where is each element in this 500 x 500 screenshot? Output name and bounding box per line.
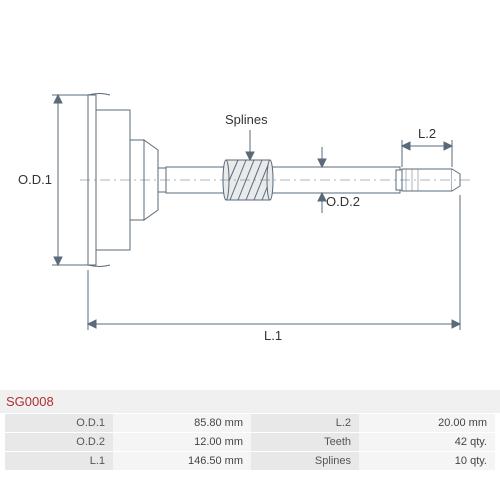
spec-value-l2: 20.00 mm bbox=[359, 413, 495, 432]
spec-grid: O.D.1 85.80 mm L.2 20.00 mm O.D.2 12.00 … bbox=[5, 413, 495, 470]
spec-label-l2: L.2 bbox=[251, 413, 359, 432]
spec-value-teeth: 42 qty. bbox=[359, 432, 495, 451]
spec-table: SG0008 O.D.1 85.80 mm L.2 20.00 mm O.D.2… bbox=[0, 390, 500, 470]
label-od1: O.D.1 bbox=[18, 172, 52, 187]
spec-label-splines: Splines bbox=[251, 451, 359, 470]
label-od2: O.D.2 bbox=[326, 194, 360, 209]
label-l2: L.2 bbox=[418, 126, 436, 141]
label-l1: L.1 bbox=[264, 328, 282, 343]
technical-diagram: O.D.1 Splines O.D.2 L.2 L.1 bbox=[0, 0, 500, 370]
spec-label-l1: L.1 bbox=[5, 451, 113, 470]
label-splines: Splines bbox=[225, 112, 268, 127]
spec-value-splines: 10 qty. bbox=[359, 451, 495, 470]
spec-label-od1: O.D.1 bbox=[5, 413, 113, 432]
spec-label-od2: O.D.2 bbox=[5, 432, 113, 451]
spec-label-teeth: Teeth bbox=[251, 432, 359, 451]
spec-value-od2: 12.00 mm bbox=[113, 432, 251, 451]
spec-value-od1: 85.80 mm bbox=[113, 413, 251, 432]
spec-value-l1: 146.50 mm bbox=[113, 451, 251, 470]
diagram-svg bbox=[0, 0, 500, 370]
part-code: SG0008 bbox=[0, 390, 500, 413]
